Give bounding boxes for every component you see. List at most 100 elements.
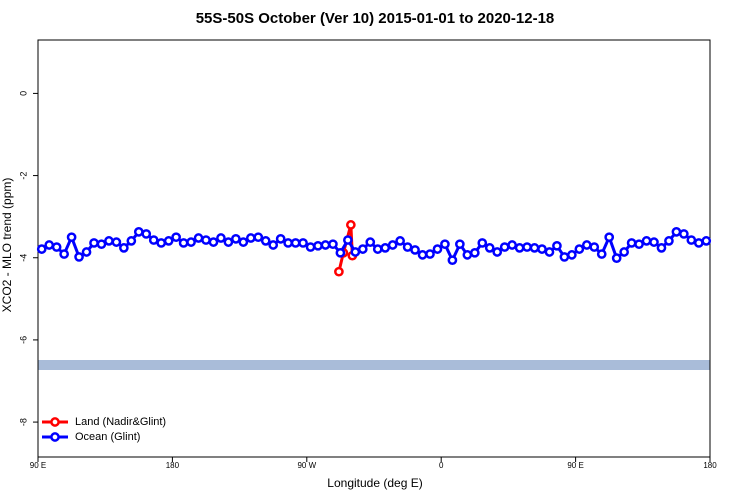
data-point <box>432 244 443 254</box>
data-point <box>186 237 196 247</box>
data-point <box>350 247 361 257</box>
data-point <box>335 247 346 258</box>
data-point <box>59 249 69 259</box>
data-point <box>275 233 286 244</box>
data-point <box>492 247 503 257</box>
data-point <box>469 247 480 258</box>
data-point <box>507 240 517 250</box>
data-point <box>402 242 413 252</box>
data-point <box>201 235 211 245</box>
y-tick-label: -4 <box>18 254 28 262</box>
data-point <box>499 242 510 252</box>
data-point <box>253 232 264 243</box>
data-point <box>193 233 204 243</box>
data-point <box>298 238 308 248</box>
data-point <box>148 235 159 245</box>
data-point <box>522 242 532 252</box>
data-point <box>462 250 473 260</box>
data-point <box>686 235 697 245</box>
data-point <box>96 239 107 250</box>
data-point <box>245 233 256 243</box>
data-point <box>163 236 174 246</box>
x-tick-label: 0 <box>439 461 444 470</box>
data-point <box>626 238 637 248</box>
data-point <box>567 250 577 260</box>
data-point <box>111 237 122 247</box>
data-point <box>216 233 226 243</box>
x-tick-label: 90 E <box>30 461 46 470</box>
data-point <box>701 236 712 246</box>
data-point <box>514 243 525 253</box>
data-point <box>440 239 450 250</box>
data-point <box>447 255 458 266</box>
data-point <box>51 242 62 252</box>
y-tick-label: -2 <box>18 172 28 180</box>
data-point <box>171 232 181 243</box>
data-point <box>671 227 682 237</box>
data-point <box>66 232 77 243</box>
x-tick-label: 90 E <box>567 461 583 470</box>
data-point <box>119 243 129 253</box>
data-point <box>596 249 607 259</box>
data-point <box>693 238 704 248</box>
data-point <box>89 238 99 248</box>
surface-band <box>38 360 710 370</box>
data-point <box>529 243 540 253</box>
data-point <box>313 240 323 251</box>
data-point <box>36 244 47 254</box>
data-point <box>372 244 383 254</box>
legend-label: Land (Nadir&Glint) <box>75 416 166 428</box>
data-point <box>484 243 495 253</box>
data-point <box>619 247 629 257</box>
data-point <box>425 249 435 259</box>
data-point <box>664 236 674 246</box>
data-point <box>387 240 398 250</box>
x-axis-label: Longitude (deg E) <box>327 476 422 490</box>
data-point <box>604 232 615 243</box>
data-point <box>679 229 689 239</box>
data-point <box>156 238 167 248</box>
data-point <box>343 235 353 245</box>
data-point <box>477 238 488 248</box>
data-point <box>223 237 234 247</box>
x-tick-label: 90 W <box>297 461 316 470</box>
data-point <box>260 236 271 246</box>
data-point <box>334 266 344 277</box>
y-tick-label: -6 <box>18 336 28 344</box>
data-point <box>208 237 219 247</box>
data-point <box>395 236 405 246</box>
data-point <box>141 229 152 239</box>
data-point <box>544 247 555 257</box>
data-point <box>357 244 368 254</box>
data-point <box>656 243 667 253</box>
data-point <box>346 220 356 230</box>
data-point <box>559 252 570 262</box>
data-point <box>581 240 592 250</box>
data-point <box>74 252 84 262</box>
data-point <box>238 237 249 247</box>
data-point <box>634 239 644 250</box>
data-point <box>231 233 241 244</box>
data-point <box>178 238 189 248</box>
data-point <box>589 242 600 252</box>
data-point <box>611 253 622 264</box>
x-tick-label: 180 <box>166 461 180 470</box>
legend-marker <box>50 432 60 442</box>
data-point <box>455 239 465 250</box>
data-point <box>268 240 279 250</box>
chart-title: 55S-50S October (Ver 10) 2015-01-01 to 2… <box>196 10 555 27</box>
data-point <box>410 245 420 255</box>
data-point <box>649 237 659 247</box>
y-tick-label: 0 <box>18 91 28 96</box>
data-point <box>537 244 547 254</box>
legend-label: Ocean (Glint) <box>75 431 140 443</box>
data-point <box>417 250 428 260</box>
data-point <box>44 240 55 250</box>
data-point <box>126 236 137 246</box>
data-point <box>133 227 144 237</box>
data-point <box>380 243 391 253</box>
data-point <box>283 238 293 248</box>
data-point <box>574 244 585 254</box>
data-point <box>320 240 331 250</box>
